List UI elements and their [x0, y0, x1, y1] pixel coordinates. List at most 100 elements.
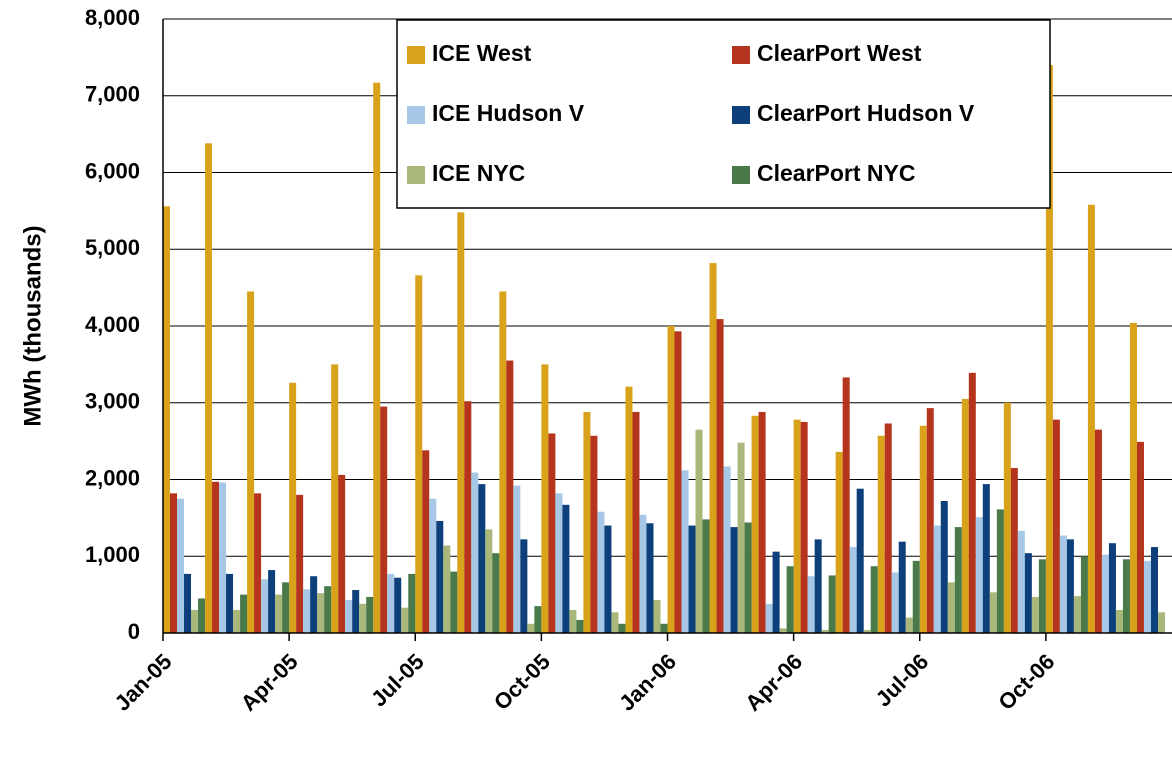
bar: [366, 596, 374, 633]
bar: [863, 629, 871, 633]
legend-label: ClearPort Hudson V: [757, 100, 975, 126]
bar: [786, 566, 794, 633]
bar: [240, 594, 248, 633]
bar: [177, 498, 185, 633]
x-tick-label: Oct-05: [489, 649, 555, 715]
bar: [478, 484, 486, 633]
legend-label: ICE NYC: [432, 160, 525, 186]
bar: [464, 401, 472, 633]
bar: [527, 623, 535, 633]
bar: [310, 576, 318, 633]
bar: [191, 609, 199, 633]
bar: [681, 470, 689, 633]
bar: [667, 326, 675, 633]
bar: [338, 474, 346, 633]
legend-label: ClearPort NYC: [757, 160, 915, 186]
bar: [947, 582, 955, 633]
bar: [996, 509, 1004, 633]
bar: [688, 525, 696, 633]
bar: [933, 525, 941, 633]
y-tick-label: 2,000: [85, 465, 140, 490]
legend-label: ICE West: [432, 40, 532, 66]
bar: [597, 511, 605, 633]
bar: [849, 547, 857, 633]
bar: [982, 484, 990, 633]
bar: [912, 560, 920, 633]
bar: [198, 598, 206, 633]
bar: [569, 609, 577, 633]
y-tick-label: 1,000: [85, 542, 140, 567]
bar: [359, 603, 367, 633]
bar: [450, 571, 458, 633]
bar: [870, 566, 878, 633]
bar: [219, 482, 227, 633]
y-tick-label: 8,000: [85, 5, 140, 30]
bar: [520, 539, 528, 633]
y-tick-label: 4,000: [85, 312, 140, 337]
bar: [345, 599, 353, 633]
legend-label: ClearPort West: [757, 40, 922, 66]
bar: [401, 607, 409, 633]
bar: [233, 609, 241, 633]
legend-box: [396, 19, 1051, 209]
bar: [730, 527, 738, 633]
bar: [590, 435, 598, 633]
bar: [394, 577, 402, 633]
bar: [989, 592, 997, 633]
bar: [646, 523, 654, 633]
bar: [961, 398, 969, 633]
bar: [1122, 559, 1130, 633]
bar: [1115, 609, 1123, 633]
bar: [282, 582, 290, 633]
bar: [842, 377, 850, 633]
bar: [702, 519, 710, 633]
bar: [898, 541, 906, 633]
legend-swatch: [407, 46, 425, 64]
bar: [632, 411, 640, 633]
bar: [408, 573, 416, 633]
bar: [695, 429, 703, 633]
bar: [1024, 553, 1032, 633]
bar: [835, 451, 843, 633]
x-tick-label: Jul-06: [871, 649, 934, 712]
bar: [562, 504, 570, 633]
bar: [380, 406, 388, 633]
bar: [513, 485, 521, 633]
bar: [1136, 441, 1144, 633]
bar: [492, 553, 500, 633]
bar: [317, 593, 325, 633]
bar: [793, 419, 801, 633]
bar: [1157, 612, 1165, 633]
bar: [1038, 559, 1046, 633]
bar: [331, 364, 339, 633]
bar: [275, 594, 283, 633]
bar: [625, 386, 633, 633]
bar: [485, 529, 493, 633]
bar: [940, 500, 948, 633]
bar: [828, 575, 836, 633]
bar: [639, 514, 647, 633]
bar: [891, 572, 899, 633]
bar: [205, 143, 213, 633]
bar: [723, 466, 731, 633]
bar: [716, 319, 724, 633]
bar: [800, 421, 808, 633]
bar: [1003, 402, 1011, 633]
x-tick-label: Jan-06: [614, 649, 681, 716]
bar: [415, 275, 423, 633]
bar: [884, 423, 892, 633]
bar: [1150, 547, 1158, 633]
bar: [772, 551, 780, 633]
x-tick-label: Oct-06: [993, 649, 1059, 715]
bar: [387, 573, 395, 633]
bar: [471, 472, 479, 633]
x-tick-label: Apr-06: [740, 649, 807, 716]
bar: [1108, 543, 1116, 633]
bar: [660, 623, 668, 633]
bar: [268, 570, 276, 633]
bar: [254, 493, 262, 633]
y-tick-label: 0: [128, 619, 140, 644]
bar: [1017, 530, 1025, 633]
legend-swatch: [407, 166, 425, 184]
